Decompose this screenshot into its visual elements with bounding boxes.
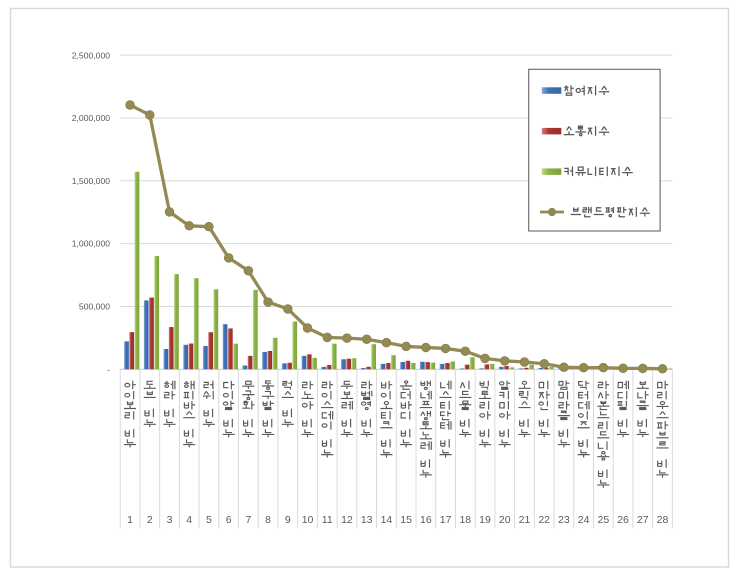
svg-text:21: 21 (519, 514, 531, 526)
svg-text:20: 20 (499, 514, 511, 526)
svg-text:6: 6 (226, 514, 232, 526)
svg-text:5: 5 (206, 514, 212, 526)
svg-text:7: 7 (245, 514, 251, 526)
svg-text:1,000,000: 1,000,000 (72, 239, 110, 249)
svg-text:23: 23 (558, 514, 570, 526)
svg-text:2: 2 (147, 514, 153, 526)
svg-text:18: 18 (459, 514, 471, 526)
svg-text:4: 4 (186, 514, 192, 526)
svg-text:13: 13 (361, 514, 373, 526)
svg-text:-: - (107, 364, 110, 374)
svg-text:28: 28 (657, 514, 669, 526)
svg-text:27: 27 (637, 514, 649, 526)
svg-text:14: 14 (381, 514, 393, 526)
svg-text:17: 17 (440, 514, 452, 526)
svg-text:12: 12 (341, 514, 353, 526)
svg-text:2,500,000: 2,500,000 (72, 50, 110, 60)
svg-text:22: 22 (538, 514, 550, 526)
svg-text:2,000,000: 2,000,000 (72, 113, 110, 123)
svg-text:500,000: 500,000 (79, 302, 110, 312)
svg-text:24: 24 (578, 514, 590, 526)
svg-text:3: 3 (167, 514, 173, 526)
svg-text:1,500,000: 1,500,000 (72, 176, 110, 186)
svg-text:10: 10 (302, 514, 314, 526)
svg-text:8: 8 (265, 514, 271, 526)
svg-text:15: 15 (400, 514, 412, 526)
svg-text:25: 25 (597, 514, 609, 526)
svg-text:9: 9 (285, 514, 291, 526)
svg-text:19: 19 (479, 514, 491, 526)
svg-text:26: 26 (617, 514, 629, 526)
svg-text:16: 16 (420, 514, 432, 526)
svg-text:11: 11 (322, 514, 333, 526)
svg-text:1: 1 (127, 514, 133, 526)
